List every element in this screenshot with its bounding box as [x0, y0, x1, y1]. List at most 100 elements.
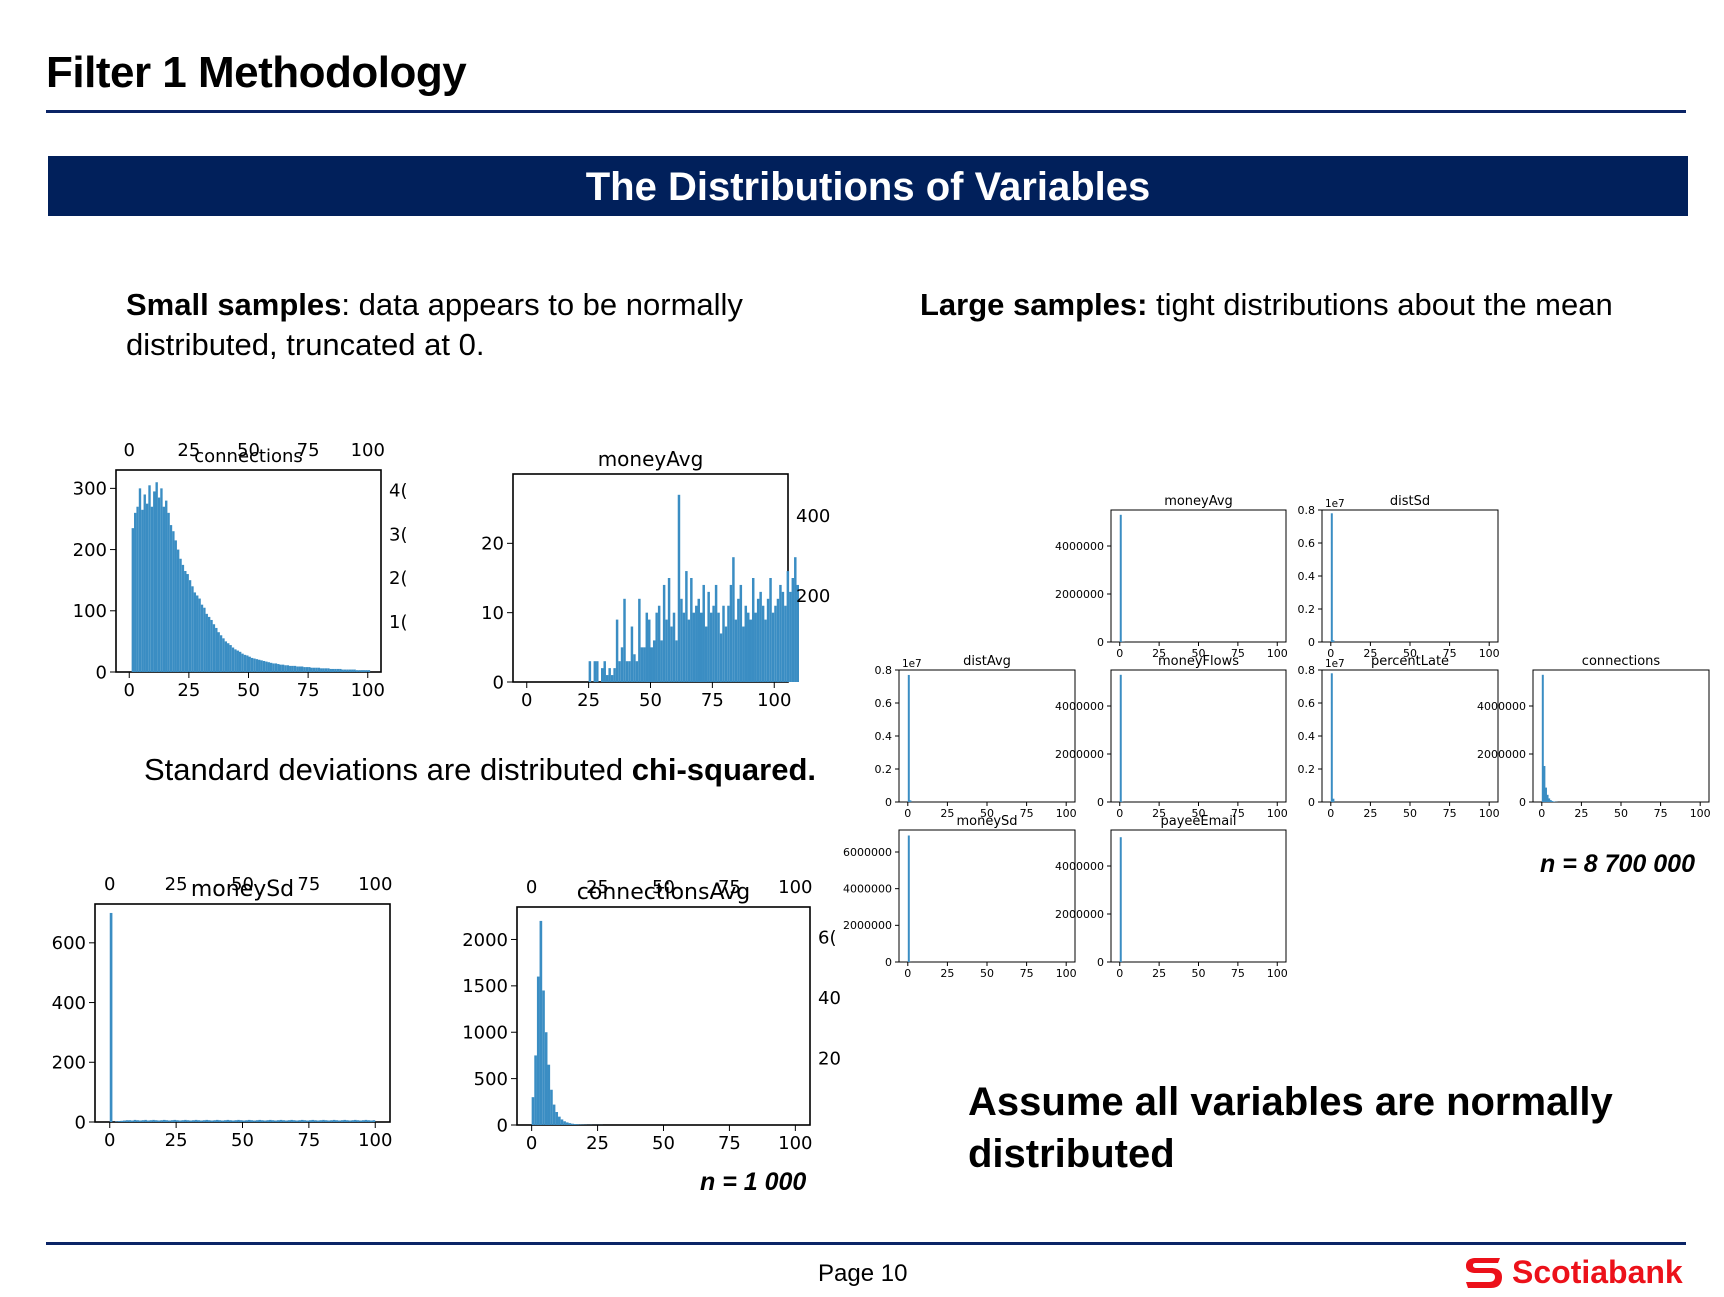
histogram-bar — [128, 1120, 131, 1122]
plot-frame — [899, 670, 1075, 802]
plot-frame — [1322, 510, 1498, 642]
histogram-bar — [357, 1120, 360, 1122]
histogram-bar — [191, 586, 193, 672]
x-tick-label: 50 — [1403, 807, 1417, 820]
histogram-bar — [132, 528, 134, 672]
histogram-bar — [175, 540, 177, 672]
histogram-bar — [235, 1120, 238, 1122]
y-tick-label: 1000 — [462, 1023, 508, 1044]
histogram-bar — [144, 1120, 147, 1122]
histogram-bar — [596, 661, 598, 682]
y-tick-label: 2000000 — [1055, 748, 1104, 761]
histogram-bar — [702, 585, 704, 682]
histogram-bar — [717, 613, 719, 682]
y-tick-label: 0 — [497, 1115, 508, 1136]
histogram-bar — [613, 668, 615, 682]
histogram-bar — [225, 641, 227, 672]
histogram-bar — [250, 1120, 253, 1122]
histogram-bar — [636, 661, 638, 682]
x-tick-label: 50 — [980, 967, 994, 980]
histogram-bar — [655, 613, 657, 682]
histogram-bar — [569, 1123, 572, 1125]
histogram-bar — [155, 482, 157, 672]
histogram-bar — [277, 664, 279, 672]
histogram-bar — [688, 620, 690, 682]
histogram-bar — [203, 1120, 206, 1122]
histogram-bar — [626, 661, 628, 682]
histogram-bar — [349, 1121, 352, 1122]
histogram-bar — [270, 663, 272, 672]
histogram-bar — [542, 990, 545, 1125]
histogram-bar — [189, 580, 191, 672]
histogram-bar — [158, 498, 160, 672]
histogram-bar — [643, 647, 645, 682]
histogram-bar — [218, 632, 220, 672]
histogram-bar — [141, 510, 143, 672]
histogram-bar — [762, 606, 764, 682]
histogram-bar — [317, 1121, 320, 1122]
histogram-bar — [663, 585, 665, 682]
y-tick-label: 0.2 — [875, 763, 893, 776]
histogram-bar — [1332, 640, 1334, 642]
x-tick-label: 25 — [177, 680, 200, 701]
y-tick-label: 0.8 — [1298, 504, 1316, 517]
histogram-bar — [277, 1120, 280, 1122]
histogram-bar — [179, 559, 181, 672]
histogram-bar — [1120, 515, 1122, 642]
histogram-bar — [338, 1121, 341, 1122]
histogram-bar — [155, 1120, 158, 1122]
histogram-bar — [284, 665, 286, 672]
histogram-bar — [294, 666, 296, 672]
histogram-bar — [304, 1120, 307, 1122]
histogram-bar — [367, 1120, 370, 1122]
histogram-bar — [280, 665, 282, 672]
histogram-bar — [707, 592, 709, 682]
histogram-bar — [280, 1120, 283, 1122]
histogram-bar — [747, 613, 749, 682]
histogram-bar — [134, 513, 136, 672]
plot-frame — [1111, 830, 1286, 962]
x-tick-label: 25 — [586, 1133, 609, 1154]
top-tick-label: 100 — [358, 874, 392, 895]
histogram-bar — [176, 1120, 179, 1122]
histogram-bar — [239, 652, 241, 672]
y-tick-label: 2000 — [462, 930, 508, 951]
histogram-bar — [908, 675, 910, 802]
histogram-bar — [764, 620, 766, 682]
chart-title: percentLate — [1371, 654, 1449, 669]
y-tick-label: 4000000 — [1477, 700, 1526, 713]
histogram-bar — [311, 668, 313, 672]
histogram-bar — [221, 1121, 224, 1122]
histogram-bar — [675, 640, 677, 682]
y-tick-label: 4000000 — [1055, 700, 1104, 713]
histogram-bar — [160, 1120, 163, 1122]
histogram-bar — [296, 666, 298, 672]
chart-title: moneySd — [956, 814, 1017, 829]
histogram-bar — [237, 651, 239, 672]
histogram-bar — [240, 1120, 243, 1122]
x-tick-label: 0 — [124, 680, 135, 701]
histogram-bar — [628, 661, 630, 682]
right-tick-label: 4( — [389, 480, 407, 501]
histogram-bar — [660, 640, 662, 682]
histogram-bar — [301, 666, 303, 672]
histogram-bar — [243, 1121, 246, 1122]
histogram-bar — [361, 670, 363, 672]
histogram-bar — [722, 606, 724, 682]
histogram-bar — [343, 1120, 346, 1122]
histogram-bar — [187, 1120, 190, 1122]
y-tick-label: 2000000 — [1477, 748, 1526, 761]
histogram-bar — [742, 627, 744, 682]
histogram-bar — [757, 599, 759, 682]
histogram-bar — [264, 1121, 267, 1122]
histogram-bar — [550, 1090, 553, 1125]
x-tick-label: 75 — [1020, 967, 1034, 980]
x-tick-label: 100 — [1479, 807, 1500, 820]
histogram-bar — [327, 1121, 330, 1122]
x-tick-label: 75 — [701, 690, 724, 711]
plot-frame — [1322, 670, 1498, 802]
histogram-bar — [181, 1120, 184, 1122]
x-tick-label: 75 — [718, 1133, 741, 1154]
histogram-bar — [144, 494, 146, 672]
